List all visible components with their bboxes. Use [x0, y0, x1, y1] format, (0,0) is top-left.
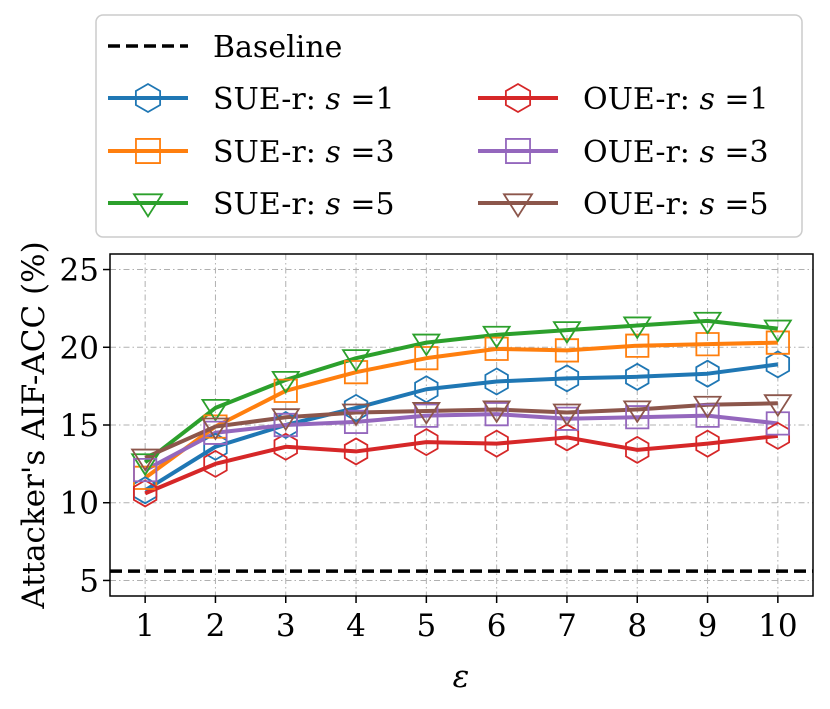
series-line-1: [144, 362, 779, 492]
data-point-triangle-down: [692, 395, 723, 419]
data-point-triangle-down: [130, 448, 160, 472]
legend-swatch-marker-4: [504, 82, 532, 114]
data-point-square: [765, 411, 790, 436]
data-point-hexagon: [554, 364, 580, 393]
data-point-triangle-down: [763, 319, 793, 343]
data-point-hexagon: [203, 449, 228, 478]
legend-swatch-marker-5: [505, 138, 531, 164]
x-tick-label: 10: [758, 608, 797, 644]
x-tick-label: 5: [416, 608, 436, 644]
y-tick-label: 5: [79, 563, 99, 599]
series-lines: [110, 318, 813, 573]
data-point-hexagon: [695, 359, 720, 388]
series-markers: [130, 311, 793, 508]
legend-label-1: SUE-r: s =1: [213, 82, 395, 117]
data-point-hexagon: [273, 432, 298, 461]
data-point-square: [273, 412, 298, 438]
data-point-triangle-down: [482, 400, 512, 424]
legend-label-6: OUE-r: s =5: [583, 187, 769, 222]
data-point-square: [203, 420, 228, 445]
legend-label-5: OUE-r: s =3: [583, 135, 769, 170]
legend: Baseline SUE-r: s =1 SUE-r: s =3 SUE-r: s =…: [95, 14, 803, 238]
legend-label-4: OUE-r: s =1: [583, 82, 769, 117]
series-line-6: [144, 401, 778, 460]
data-point-triangle-down: [482, 325, 512, 349]
data-point-hexagon: [343, 437, 369, 466]
x-tick-label: 6: [487, 608, 507, 644]
data-point-square: [695, 403, 720, 428]
data-point-square: [273, 378, 298, 403]
y-axis-title: Attacker's AIF-ACC (%): [16, 241, 52, 609]
data-point-triangle-down: [552, 403, 582, 427]
data-point-square: [484, 336, 509, 361]
data-point-triangle-down: [341, 349, 371, 373]
y-tick-label: 15: [60, 408, 99, 444]
x-tick-label: 7: [557, 608, 577, 644]
legend-swatch-marker-3: [132, 193, 164, 218]
data-point-square: [414, 346, 439, 371]
data-point-triangle-down: [200, 398, 231, 422]
legend-label-3: SUE-r: s =5: [213, 187, 395, 222]
data-point-triangle-down: [552, 321, 582, 345]
x-tick-label: 4: [346, 608, 366, 644]
x-axis-ticks: 1 2 3 4 5 6 7 8 9 10: [135, 596, 798, 644]
data-point-hexagon: [554, 423, 580, 452]
data-point-square: [625, 333, 650, 358]
data-point-square: [554, 406, 580, 431]
data-point-square: [695, 332, 720, 357]
data-point-triangle-down: [411, 333, 441, 357]
x-tick-label: 3: [276, 608, 296, 644]
data-point-triangle-down: [622, 316, 652, 340]
data-point-hexagon: [625, 435, 650, 464]
x-axis-title: ε: [453, 659, 470, 695]
data-point-triangle-down: [200, 417, 231, 441]
y-tick-label: 25: [60, 253, 99, 289]
x-tick-label: 8: [627, 608, 647, 644]
data-point-hexagon: [765, 350, 791, 379]
data-point-triangle-down: [271, 370, 301, 394]
data-point-triangle-down: [341, 403, 371, 427]
series-line-5: [144, 412, 779, 472]
x-tick-label: 1: [135, 608, 155, 644]
data-point-square: [484, 402, 509, 427]
legend-swatch-marker-1: [134, 82, 162, 114]
x-tick-label: 9: [698, 608, 718, 644]
data-point-square: [343, 409, 369, 434]
series-line-3: [143, 318, 779, 464]
data-point-hexagon: [695, 429, 720, 458]
legend-frame: [95, 14, 803, 238]
legend-swatch-marker-6: [502, 193, 534, 218]
data-point-triangle-down: [692, 311, 723, 335]
data-point-triangle-down: [271, 408, 301, 432]
data-point-square: [133, 458, 158, 483]
data-point-triangle-down: [622, 400, 652, 424]
data-point-hexagon: [625, 362, 650, 391]
data-point-hexagon: [132, 479, 158, 508]
data-point-square: [343, 360, 369, 385]
legend-label-baseline: Baseline: [213, 30, 342, 65]
y-axis-ticks: 5 10 15 20 25: [60, 253, 110, 599]
data-point-square: [625, 405, 650, 430]
x-tick-label: 2: [206, 608, 226, 644]
series-line-4: [144, 433, 779, 496]
legend-label-2: SUE-r: s =3: [213, 135, 395, 170]
data-point-square: [765, 330, 790, 355]
data-point-hexagon: [484, 367, 509, 396]
data-point-triangle-down: [130, 453, 160, 477]
y-tick-label: 20: [60, 330, 99, 366]
legend-swatch-marker-2: [135, 138, 161, 164]
data-point-hexagon: [484, 429, 509, 458]
data-point-triangle-down: [763, 394, 793, 418]
y-tick-label: 10: [60, 486, 99, 522]
data-point-triangle-down: [411, 402, 441, 426]
data-point-hexagon: [414, 428, 439, 457]
series-line-2: [143, 340, 778, 480]
data-point-square: [554, 338, 580, 363]
data-point-hexagon: [343, 393, 369, 422]
data-point-square: [414, 403, 439, 428]
